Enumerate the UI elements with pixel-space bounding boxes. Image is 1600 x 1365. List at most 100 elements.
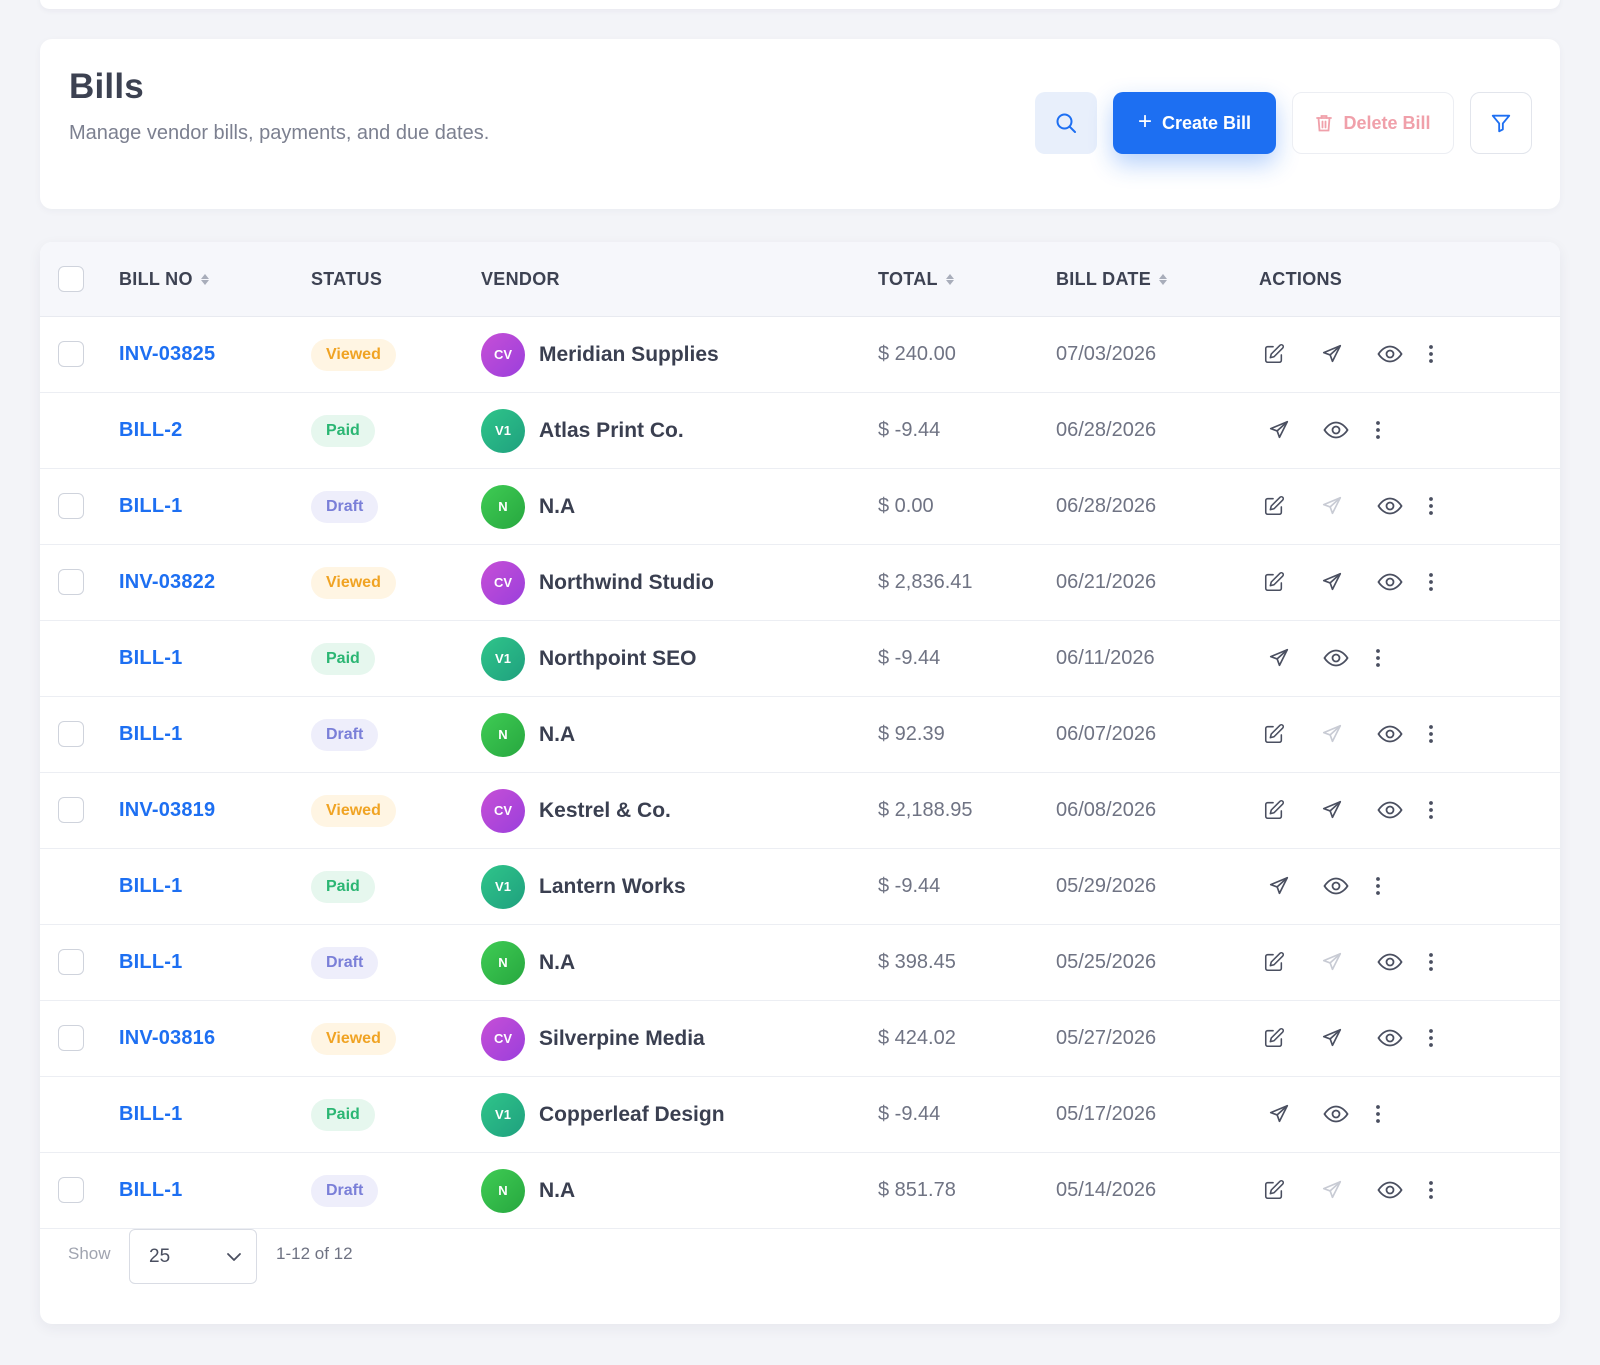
table-row: BILL-1 Draft N N.A $ 92.39 06/07/2026: [40, 697, 1560, 773]
more-vertical-icon[interactable]: [1413, 336, 1449, 372]
edit-icon[interactable]: [1256, 716, 1292, 752]
edit-icon[interactable]: [1256, 1020, 1292, 1056]
delete-bill-button[interactable]: Delete Bill: [1292, 92, 1454, 154]
bill-total: $ 398.45: [878, 951, 956, 973]
more-vertical-icon[interactable]: [1413, 792, 1449, 828]
bill-number-link[interactable]: BILL-1: [119, 951, 183, 973]
search-button[interactable]: [1035, 92, 1097, 154]
column-total[interactable]: TOTAL: [878, 242, 954, 317]
row-checkbox[interactable]: [58, 949, 84, 975]
plus-icon: +: [1137, 107, 1152, 135]
bill-number-link[interactable]: BILL-1: [119, 875, 183, 897]
bill-total: $ 424.02: [878, 1027, 956, 1049]
row-checkbox[interactable]: [58, 1025, 84, 1051]
table-row: BILL-1 Paid V1 Copperleaf Design $ -9.44 05/1…: [40, 1077, 1560, 1153]
send-icon[interactable]: [1261, 868, 1297, 904]
bill-number-link[interactable]: INV-03822: [119, 571, 216, 593]
eye-icon[interactable]: [1372, 564, 1408, 600]
bill-number-link[interactable]: BILL-2: [119, 419, 183, 441]
status-badge: Viewed: [311, 566, 396, 599]
bill-number-link[interactable]: BILL-1: [119, 647, 183, 669]
edit-icon[interactable]: [1256, 792, 1292, 828]
status-badge: Viewed: [311, 794, 396, 827]
vendor-avatar: N: [481, 484, 525, 529]
column-bill-no[interactable]: BILL NO: [119, 242, 209, 317]
bill-number-link[interactable]: INV-03825: [119, 343, 216, 365]
bill-number-link[interactable]: BILL-1: [119, 495, 183, 517]
bill-number-link[interactable]: BILL-1: [119, 723, 183, 745]
more-vertical-icon[interactable]: [1360, 868, 1396, 904]
bill-number-link[interactable]: INV-03816: [119, 1027, 216, 1049]
vendor-avatar: V1: [481, 636, 525, 681]
delete-bill-label: Delete Bill: [1343, 112, 1431, 133]
more-vertical-icon[interactable]: [1413, 716, 1449, 752]
vendor-name: Meridian Supplies: [539, 342, 719, 366]
send-icon[interactable]: [1314, 792, 1350, 828]
eye-icon[interactable]: [1372, 792, 1408, 828]
send-icon[interactable]: [1314, 336, 1350, 372]
row-checkbox[interactable]: [58, 341, 84, 367]
column-vendor: VENDOR: [481, 242, 560, 317]
row-checkbox[interactable]: [58, 797, 84, 823]
send-icon[interactable]: [1261, 412, 1297, 448]
eye-icon[interactable]: [1372, 336, 1408, 372]
edit-icon[interactable]: [1256, 488, 1292, 524]
column-actions-label: ACTIONS: [1259, 269, 1343, 289]
bill-number-link[interactable]: BILL-1: [119, 1103, 183, 1125]
row-checkbox[interactable]: [58, 569, 84, 595]
more-vertical-icon[interactable]: [1413, 944, 1449, 980]
eye-icon[interactable]: [1372, 1172, 1408, 1208]
bill-total: $ -9.44: [878, 1103, 941, 1125]
more-vertical-icon[interactable]: [1360, 1096, 1396, 1132]
column-bill-date[interactable]: BILL DATE: [1056, 242, 1168, 317]
search-icon: [1056, 113, 1076, 133]
vendor-name: Copperleaf Design: [539, 1102, 725, 1126]
eye-icon[interactable]: [1318, 868, 1354, 904]
more-vertical-icon[interactable]: [1360, 412, 1396, 448]
bill-date: 06/08/2026: [1056, 799, 1157, 821]
more-vertical-icon[interactable]: [1413, 488, 1449, 524]
bill-number-link[interactable]: INV-03819: [119, 799, 216, 821]
send-icon: [1314, 488, 1350, 524]
edit-icon[interactable]: [1256, 1172, 1292, 1208]
eye-icon[interactable]: [1318, 1096, 1354, 1132]
chevron-down-icon: [227, 1252, 241, 1261]
trash-icon: [1316, 115, 1333, 132]
vendor-name: Lantern Works: [539, 874, 686, 898]
filter-button[interactable]: [1470, 92, 1532, 154]
create-bill-button[interactable]: + Create Bill: [1113, 92, 1276, 154]
eye-icon[interactable]: [1318, 640, 1354, 676]
eye-icon[interactable]: [1372, 716, 1408, 752]
edit-icon[interactable]: [1256, 336, 1292, 372]
column-vendor-label: VENDOR: [481, 269, 560, 289]
row-checkbox[interactable]: [58, 493, 84, 519]
select-all-checkbox[interactable]: [58, 266, 84, 292]
vendor-avatar: V1: [481, 864, 525, 909]
vendor-name: N.A: [539, 722, 576, 746]
send-icon[interactable]: [1261, 1096, 1297, 1132]
eye-icon[interactable]: [1372, 944, 1408, 980]
bill-date: 05/29/2026: [1056, 875, 1157, 897]
bill-number-link[interactable]: BILL-1: [119, 1179, 183, 1201]
eye-icon[interactable]: [1372, 488, 1408, 524]
table-row: BILL-1 Paid V1 Northpoint SEO $ -9.44 06/11/2…: [40, 621, 1560, 697]
column-actions: ACTIONS: [1259, 242, 1342, 317]
bill-date: 05/27/2026: [1056, 1027, 1157, 1049]
bill-date: 05/14/2026: [1056, 1179, 1157, 1201]
row-checkbox[interactable]: [58, 1177, 84, 1203]
send-icon[interactable]: [1261, 640, 1297, 676]
send-icon[interactable]: [1314, 1020, 1350, 1056]
send-icon[interactable]: [1314, 564, 1350, 600]
row-checkbox[interactable]: [58, 721, 84, 747]
page-size-select[interactable]: 25: [129, 1229, 257, 1284]
edit-icon[interactable]: [1256, 564, 1292, 600]
eye-icon[interactable]: [1318, 412, 1354, 448]
more-vertical-icon[interactable]: [1360, 640, 1396, 676]
table-row: BILL-1 Paid V1 Lantern Works $ -9.44 05/29/20…: [40, 849, 1560, 925]
more-vertical-icon[interactable]: [1413, 1020, 1449, 1056]
more-vertical-icon[interactable]: [1413, 1172, 1449, 1208]
filter-icon: [1491, 114, 1511, 133]
more-vertical-icon[interactable]: [1413, 564, 1449, 600]
eye-icon[interactable]: [1372, 1020, 1408, 1056]
edit-icon[interactable]: [1256, 944, 1292, 980]
